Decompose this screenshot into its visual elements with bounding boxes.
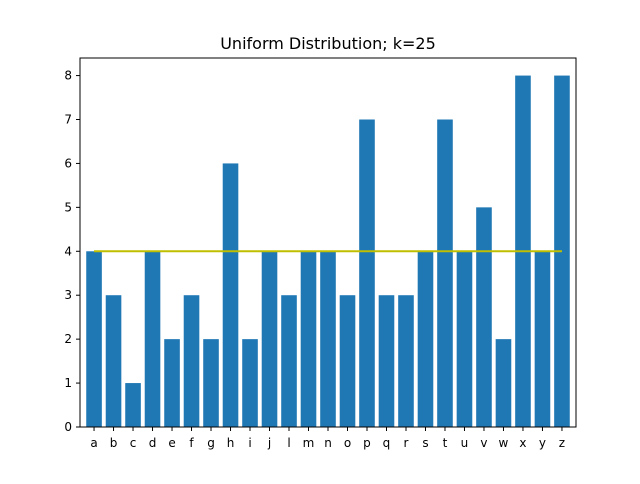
bar-t — [437, 119, 453, 427]
bars-layer — [86, 75, 570, 428]
y-tick-label: 2 — [64, 332, 72, 346]
bar-s — [417, 251, 434, 427]
bar-u — [456, 251, 473, 427]
x-tick-label-a: a — [90, 436, 97, 450]
x-tick-label-c: c — [130, 436, 137, 450]
x-tick-label-d: d — [149, 436, 157, 450]
bar-c — [125, 383, 141, 427]
y-tick-label: 4 — [64, 244, 72, 258]
bar-n — [320, 251, 336, 427]
x-tick-label-e: e — [168, 436, 175, 450]
x-tick-label-j: j — [267, 436, 271, 450]
bar-e — [164, 339, 180, 427]
x-tick-label-t: t — [443, 436, 448, 450]
x-tick-label-b: b — [110, 436, 118, 450]
y-tick-label: 0 — [64, 420, 72, 434]
bar-m — [300, 251, 317, 427]
bar-v — [476, 207, 492, 427]
y-tick-label: 3 — [64, 288, 72, 302]
y-tick-label: 5 — [64, 200, 72, 214]
bar-h — [222, 163, 239, 427]
bar-j — [261, 251, 278, 427]
bar-a — [86, 251, 102, 427]
x-tick-label-r: r — [404, 436, 409, 450]
x-tick-label-n: n — [324, 436, 332, 450]
y-tick-label: 1 — [64, 376, 72, 390]
x-tick-label-u: u — [461, 436, 469, 450]
x-tick-label-g: g — [207, 436, 215, 450]
bar-y — [534, 251, 551, 427]
x-tick-label-x: x — [519, 436, 526, 450]
bar-o — [339, 295, 356, 427]
x-tick-label-m: m — [303, 436, 315, 450]
bar-f — [183, 295, 200, 427]
x-tick-label-f: f — [189, 436, 194, 450]
y-tick-label: 6 — [64, 156, 72, 170]
x-tick-label-q: q — [383, 436, 391, 450]
x-tick-label-v: v — [480, 436, 487, 450]
x-tick-label-s: s — [422, 436, 428, 450]
x-tick-label-z: z — [559, 436, 565, 450]
x-tick-label-o: o — [344, 436, 351, 450]
y-tick-label: 7 — [64, 113, 72, 127]
bar-g — [203, 339, 219, 427]
bar-b — [105, 295, 122, 427]
chart-title: Uniform Distribution; k=25 — [220, 34, 436, 53]
x-tick-label-l: l — [287, 436, 290, 450]
x-tick-label-w: w — [499, 436, 509, 450]
bar-l — [281, 295, 297, 427]
x-tick-label-y: y — [539, 436, 546, 450]
bar-q — [378, 295, 395, 427]
bar-d — [144, 251, 161, 427]
bar-w — [495, 339, 512, 427]
x-tick-label-i: i — [248, 436, 251, 450]
bar-r — [398, 295, 414, 427]
bar-p — [359, 119, 375, 427]
bar-i — [242, 339, 258, 427]
axes-layer: 0 1 2 3 4 5 6 7 8 a b c d e f g h i j l m n o p q r s t u v w x y z — [64, 57, 577, 450]
x-tick-label-h: h — [227, 436, 235, 450]
y-tick-label: 8 — [64, 69, 72, 83]
x-tick-label-p: p — [363, 436, 371, 450]
